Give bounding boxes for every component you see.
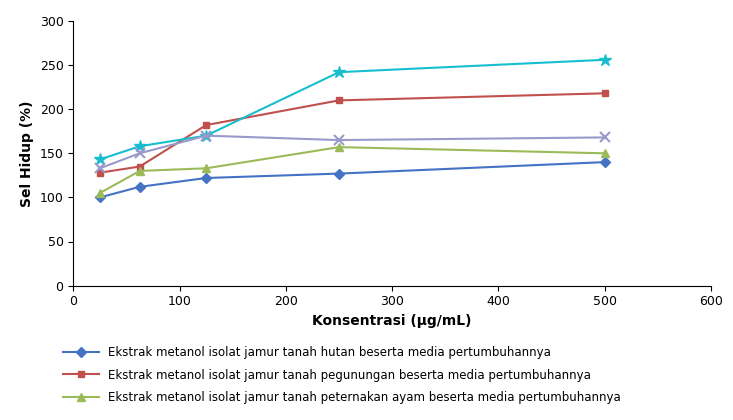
Ekstrak metanol isolat jamur tanah peternakan ayam beserta media pertumbuhannya [95, 190, 104, 195]
Line: Ekstrak metanol isolat jamur tanah hutan beserta media pertumbuhannya: Ekstrak metanol isolat jamur tanah hutan… [97, 159, 608, 201]
Y-axis label: Sel Hidup (%): Sel Hidup (%) [20, 100, 34, 207]
Ekstrak metanol isolat jamur tanah pegunungan beserta media pertumbuhannya [600, 91, 609, 96]
Ekstrak metanol isolat jamur tanah hutan beserta media pertumbuhannya [600, 160, 609, 165]
Ekstrak metanol isolat jamur tanah hutan beserta media pertumbuhannya [136, 184, 144, 189]
X-axis label: Konsentrasi (µg/mL): Konsentrasi (µg/mL) [312, 314, 472, 328]
Ekstrak metanol isolat jamur tanah pegunungan beserta media pertumbuhannya [95, 170, 104, 175]
Ekstrak metanol isolat jamur tanah peternakan ayam beserta media pertumbuhannya [335, 144, 344, 150]
Ekstrak metanol isolat jamur tanah peternakan ayam beserta media pertumbuhannya [202, 166, 210, 171]
Ekstrak metanol isolat jamur tanah peternakan ayam beserta media pertumbuhannya [136, 168, 144, 173]
Ekstrak metanol isolat jamur tanah peternakan ayam beserta media pertumbuhannya [600, 151, 609, 156]
Ekstrak metanol isolat jamur tanah hutan beserta media pertumbuhannya [335, 171, 344, 176]
Legend: Ekstrak metanol isolat jamur tanah hutan beserta media pertumbuhannya, Ekstrak m: Ekstrak metanol isolat jamur tanah hutan… [57, 340, 627, 410]
Ekstrak metanol isolat jamur tanah pegunungan beserta media pertumbuhannya [335, 98, 344, 103]
Ekstrak metanol isolat jamur tanah hutan beserta media pertumbuhannya [202, 176, 210, 181]
Ekstrak metanol isolat jamur tanah pegunungan beserta media pertumbuhannya [136, 164, 144, 169]
Line: Ekstrak metanol isolat jamur tanah pegunungan beserta media pertumbuhannya: Ekstrak metanol isolat jamur tanah pegun… [97, 90, 608, 176]
Ekstrak metanol isolat jamur tanah pegunungan beserta media pertumbuhannya [202, 123, 210, 128]
Line: Ekstrak metanol isolat jamur tanah peternakan ayam beserta media pertumbuhannya: Ekstrak metanol isolat jamur tanah peter… [96, 143, 609, 197]
Ekstrak metanol isolat jamur tanah hutan beserta media pertumbuhannya [95, 195, 104, 200]
